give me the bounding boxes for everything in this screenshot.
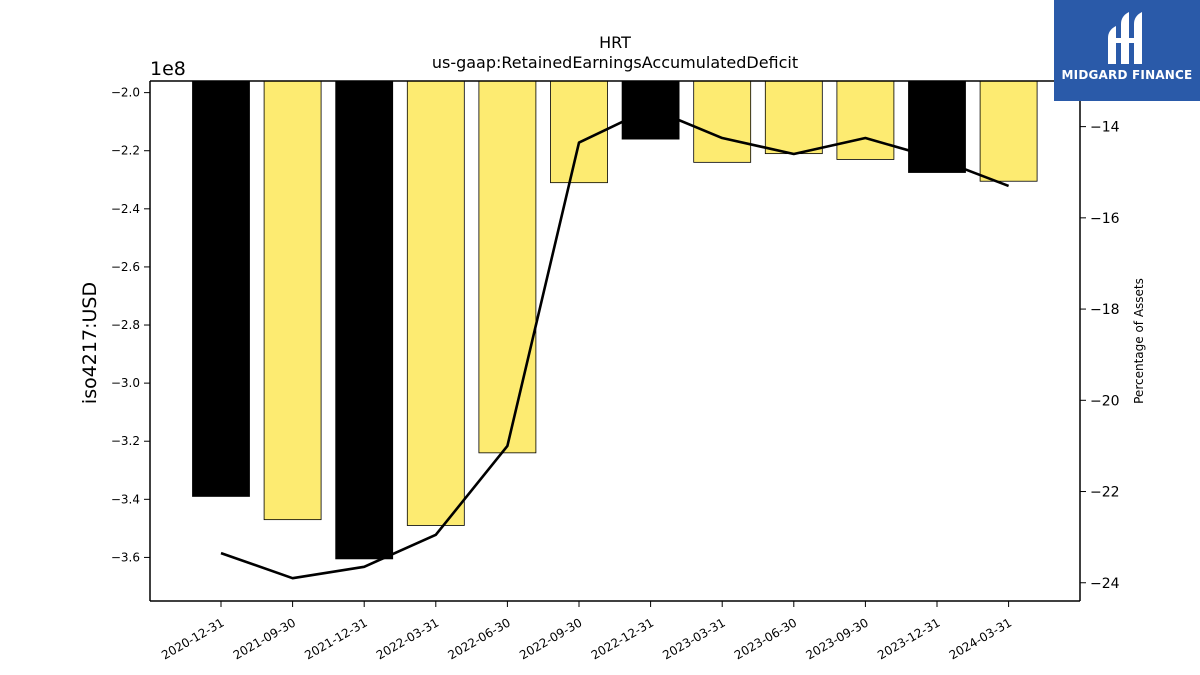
y-offset-label: 1e8 <box>150 58 186 80</box>
bar-2021-09-30 <box>263 80 322 521</box>
x-tick-label: 2020-12-31 <box>159 615 226 662</box>
bars-group <box>192 80 1038 560</box>
y-tick-label: −2.0 <box>111 86 140 100</box>
y-tick-label: −2.4 <box>111 202 140 216</box>
bar-2022-06-30 <box>478 80 537 454</box>
x-tick-label: 2023-03-31 <box>660 615 727 662</box>
y-axis-label: iso4217:USD <box>79 282 101 404</box>
y-tick-label: −2.8 <box>111 318 140 332</box>
bar-2022-09-30 <box>550 80 608 184</box>
bar-2024-03-31 <box>979 80 1038 182</box>
y2-tick-label: −14 <box>1090 120 1120 136</box>
bar-2021-12-31 <box>335 80 394 560</box>
y-tick-label: −3.6 <box>111 550 140 564</box>
line-group <box>220 107 1010 580</box>
logo-mark-icon <box>1108 12 1142 64</box>
bar-2023-06-30 <box>764 80 823 155</box>
y-tick-label: −2.2 <box>111 144 140 158</box>
bar-2020-12-31 <box>192 80 250 497</box>
y2-tick-label: −16 <box>1090 211 1120 227</box>
x-tick-label: 2022-12-31 <box>589 615 656 662</box>
logo-text: MIDGARD FINANCE <box>1061 68 1193 82</box>
y-tick-label: −3.4 <box>111 492 140 506</box>
x-tick-label: 2023-06-30 <box>732 615 799 662</box>
x-tick-label: 2021-12-31 <box>302 615 369 662</box>
x-tick-label: 2021-09-30 <box>231 615 298 662</box>
bar-2022-03-31 <box>406 80 465 526</box>
bar-2022-12-31 <box>621 80 680 140</box>
x-tick-label: 2023-12-31 <box>875 615 942 662</box>
x-tick-label: 2022-03-31 <box>374 615 441 662</box>
bar-2023-09-30 <box>836 80 895 160</box>
y-tick-label: −2.6 <box>111 260 140 274</box>
y-tick-label: −3.0 <box>111 376 140 390</box>
x-tick-label: 2024-03-31 <box>947 615 1014 662</box>
x-tick-label: 2022-06-30 <box>445 615 512 662</box>
chart-title: HRT <box>599 33 631 52</box>
x-tick-label: 2023-09-30 <box>803 615 870 662</box>
y2-tick-label: −20 <box>1090 393 1120 409</box>
axes-group: −3.6 −3.4 −3.2 −3.0 −2.8 −2.6 −2.4 −2.2 −2.0 −24 −… <box>111 80 1120 662</box>
y2-axis-label: Percentage of Assets <box>1132 278 1146 404</box>
y2-tick-label: −22 <box>1090 485 1120 501</box>
x-tick-label: 2022-09-30 <box>517 615 584 662</box>
y-tick-label: −3.2 <box>111 434 140 448</box>
y2-tick-label: −18 <box>1090 302 1120 318</box>
y2-tick-label: −24 <box>1090 576 1120 592</box>
percentage-line <box>220 107 1010 580</box>
brand-logo: MIDGARD FINANCE <box>1054 0 1200 101</box>
bar-2023-03-31 <box>693 80 752 163</box>
chart-subtitle: us-gaap:RetainedEarningsAccumulatedDefic… <box>432 53 798 72</box>
